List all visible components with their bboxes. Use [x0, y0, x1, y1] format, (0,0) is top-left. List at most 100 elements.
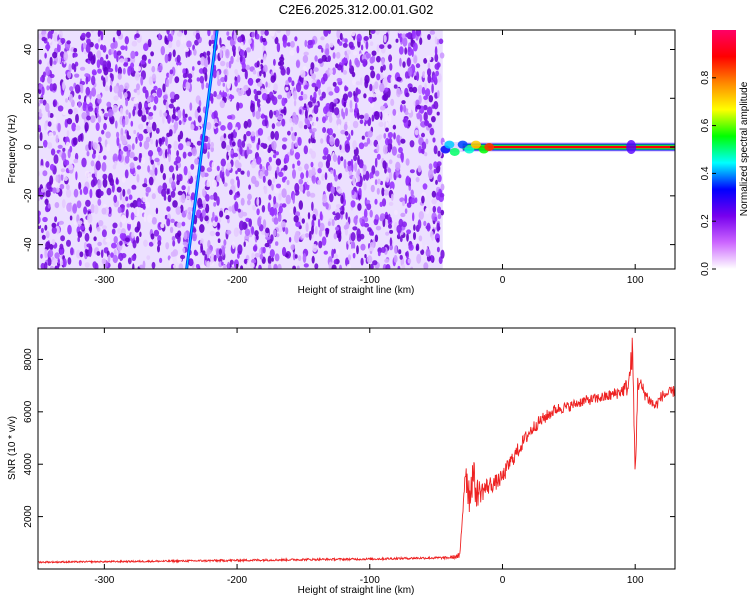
noise-blotch	[138, 133, 144, 142]
noise-blotch	[200, 243, 204, 253]
noise-blotch	[206, 167, 213, 173]
noise-blotch	[353, 90, 356, 97]
noise-blotch	[63, 159, 70, 166]
noise-blotch	[360, 243, 366, 251]
noise-blotch	[79, 225, 85, 231]
noise-blotch	[328, 115, 333, 123]
noise-blotch	[99, 30, 102, 35]
noise-blotch	[69, 215, 73, 221]
noise-blotch	[89, 224, 92, 234]
noise-blotch	[62, 81, 66, 91]
noise-blotch	[307, 101, 313, 108]
noise-blotch	[156, 87, 163, 98]
noise-blotch	[133, 156, 138, 161]
noise-blotch	[38, 127, 42, 133]
noise-blotch	[39, 131, 43, 142]
noise-blotch	[327, 221, 331, 227]
noise-blotch	[331, 219, 335, 227]
noise-blotch	[355, 215, 359, 220]
noise-blotch	[147, 102, 152, 108]
noise-blotch	[119, 107, 124, 115]
noise-blotch	[255, 110, 261, 120]
noise-blotch	[178, 143, 184, 151]
noise-blotch	[239, 55, 243, 62]
noise-blotch	[308, 230, 312, 241]
noise-blotch	[112, 222, 118, 229]
noise-blotch	[107, 108, 114, 118]
noise-blotch	[298, 95, 304, 101]
noise-blotch	[422, 183, 428, 190]
noise-blotch	[260, 59, 264, 64]
noise-blotch	[96, 93, 102, 100]
noise-blotch	[303, 124, 308, 130]
noise-blotch	[433, 161, 438, 169]
noise-blotch	[376, 144, 380, 153]
noise-blotch	[332, 154, 338, 163]
noise-blotch	[429, 30, 436, 35]
noise-blotch	[182, 108, 186, 119]
noise-blotch	[273, 83, 278, 92]
noise-blotch	[365, 170, 370, 181]
noise-blotch	[277, 115, 283, 121]
noise-blotch	[267, 255, 272, 265]
noise-blotch	[434, 46, 438, 57]
noise-blotch	[272, 176, 276, 184]
noise-blotch	[267, 82, 271, 88]
noise-blotch	[220, 60, 226, 67]
noise-blotch	[304, 39, 308, 48]
noise-blotch	[146, 96, 152, 103]
noise-blotch	[329, 193, 334, 203]
noise-blotch	[363, 182, 367, 191]
noise-blotch	[261, 113, 265, 119]
noise-blotch	[159, 109, 163, 118]
noise-blotch	[70, 247, 74, 256]
noise-blotch	[65, 98, 68, 103]
noise-blotch	[316, 116, 319, 122]
noise-blotch	[440, 183, 445, 191]
noise-blotch	[192, 232, 197, 242]
noise-blotch	[291, 80, 295, 87]
noise-blotch	[378, 134, 383, 139]
noise-blotch	[295, 82, 302, 93]
noise-blotch	[214, 216, 218, 223]
noise-blotch	[231, 45, 236, 53]
noise-blotch	[384, 258, 390, 263]
noise-blotch	[191, 147, 197, 157]
noise-blotch	[295, 60, 300, 68]
noise-blotch	[155, 207, 159, 214]
noise-blotch	[337, 173, 342, 180]
noise-blotch	[285, 80, 289, 86]
noise-blotch	[223, 182, 228, 187]
noise-blotch	[53, 116, 57, 125]
noise-blotch	[170, 190, 176, 198]
noise-blotch	[419, 37, 423, 45]
noise-blotch	[133, 97, 139, 104]
noise-blotch	[388, 171, 393, 181]
noise-blotch	[338, 264, 343, 269]
noise-blotch	[274, 253, 280, 262]
noise-blotch	[352, 226, 358, 231]
noise-blotch	[267, 179, 272, 187]
noise-blotch	[229, 189, 233, 196]
noise-blotch	[309, 192, 316, 198]
noise-blotch	[256, 208, 260, 216]
noise-blotch	[129, 162, 135, 169]
noise-blotch	[201, 188, 206, 197]
noise-blotch	[138, 123, 144, 130]
bottom-x-tick-label: -200	[227, 575, 247, 586]
noise-blotch	[404, 194, 408, 205]
noise-blotch	[410, 266, 414, 269]
noise-blotch	[121, 195, 126, 205]
noise-blotch	[112, 153, 119, 163]
noise-blotch	[294, 152, 301, 160]
noise-blotch	[407, 46, 413, 57]
noise-blotch	[173, 120, 179, 131]
noise-blotch	[360, 77, 363, 86]
noise-blotch	[349, 108, 354, 113]
noise-blotch	[265, 81, 268, 88]
noise-blotch	[219, 37, 222, 46]
noise-blotch	[348, 41, 354, 49]
noise-blotch	[176, 31, 183, 37]
noise-blotch	[340, 86, 344, 97]
noise-blotch	[137, 201, 141, 207]
